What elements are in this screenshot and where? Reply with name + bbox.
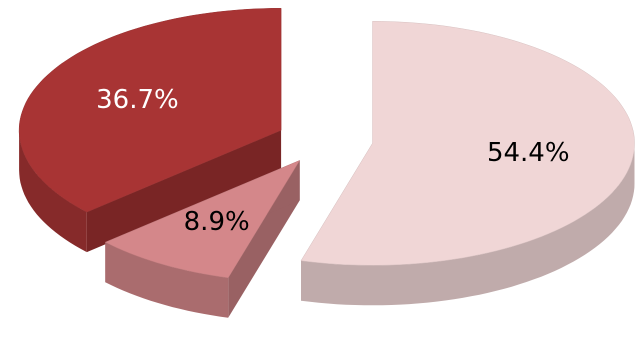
data-label: 54.4%: [487, 138, 570, 168]
slice-side: [86, 130, 282, 253]
slice: [300, 21, 635, 266]
slice-wall: [105, 242, 229, 318]
slice-wall: [19, 130, 87, 253]
slice: [104, 159, 301, 279]
data-label: 8.9%: [184, 207, 250, 237]
slice: [18, 8, 282, 213]
data-label: 36.7%: [96, 85, 179, 115]
slice-wall: [301, 143, 635, 306]
